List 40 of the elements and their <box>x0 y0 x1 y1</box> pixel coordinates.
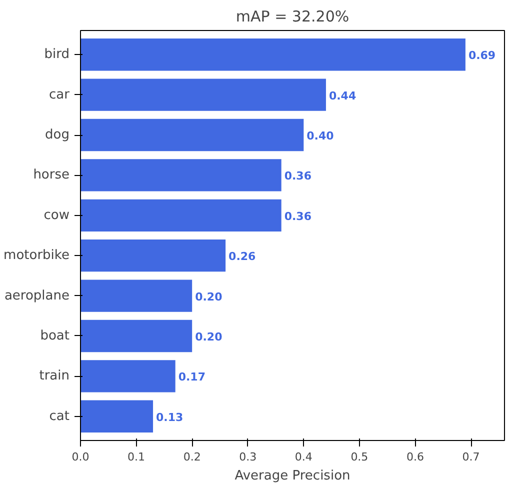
data-label: 0.20 <box>195 290 223 304</box>
bar <box>80 360 176 392</box>
x-tick-label: 0.6 <box>406 450 424 464</box>
chart-title: mAP = 32.20% <box>236 8 350 26</box>
data-label: 0.13 <box>156 410 184 424</box>
y-tick-label: bird <box>44 47 70 62</box>
y-tick-label: cow <box>44 208 70 223</box>
y-tick-label: dog <box>45 128 70 143</box>
bar <box>80 320 192 352</box>
x-tick-label: 0.7 <box>462 450 480 464</box>
data-label: 0.26 <box>228 250 256 264</box>
x-tick-label: 0.3 <box>239 450 257 464</box>
bar <box>80 400 154 432</box>
bar <box>80 280 192 312</box>
bar <box>80 118 304 152</box>
bar <box>80 240 226 272</box>
bar <box>80 78 326 111</box>
data-label: 0.36 <box>284 210 312 223</box>
y-tick-label: car <box>49 87 70 102</box>
data-label: 0.17 <box>178 370 206 384</box>
x-tick-label: 0.2 <box>183 450 201 464</box>
data-label: 0.69 <box>468 49 496 62</box>
bar <box>80 38 466 71</box>
data-label: 0.36 <box>284 170 312 183</box>
x-tick-label: 0.1 <box>128 450 146 464</box>
bar <box>80 159 282 192</box>
y-tick-label: aeroplane <box>4 288 70 304</box>
y-tick-label: motorbike <box>4 248 70 264</box>
bar <box>80 199 282 232</box>
x-tick-label: 0.0 <box>72 450 90 464</box>
y-tick-label: train <box>39 368 70 384</box>
x-tick-label: 0.5 <box>350 450 368 464</box>
data-label: 0.40 <box>306 130 334 143</box>
x-tick-label: 0.4 <box>294 450 312 464</box>
y-tick-label: horse <box>33 168 70 183</box>
data-label: 0.20 <box>195 330 223 344</box>
y-tick-label: boat <box>40 328 70 344</box>
data-label: 0.44 <box>328 89 356 102</box>
y-tick-label: cat <box>49 408 70 424</box>
x-axis-title: Average Precision <box>234 468 350 484</box>
